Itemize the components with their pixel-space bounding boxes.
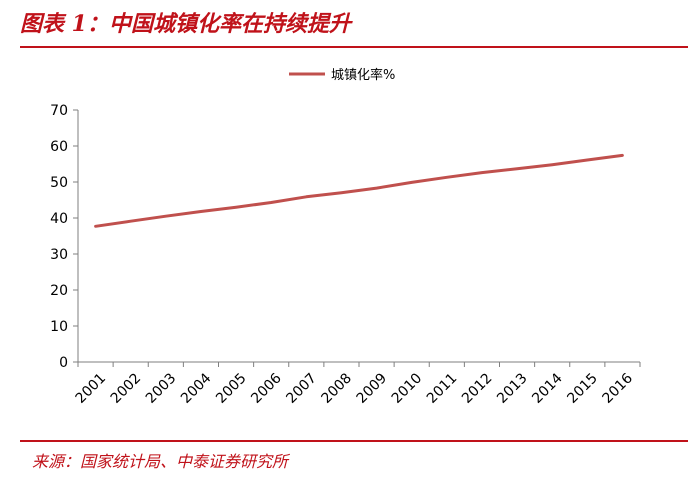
footer-divider xyxy=(20,440,688,442)
x-tick-label: 2007 xyxy=(283,370,320,407)
x-tick-label: 2008 xyxy=(319,370,356,407)
y-tick-label: 30 xyxy=(50,247,68,263)
x-tick-label: 2009 xyxy=(354,370,391,407)
x-tick-label: 2002 xyxy=(108,370,145,407)
title-divider xyxy=(20,46,688,48)
chart-legend: 城镇化率% xyxy=(289,67,395,83)
x-tick-label: 2004 xyxy=(178,370,215,407)
y-tick-label: 0 xyxy=(59,355,68,371)
x-axis-ticks: 2001200220032004200520062007200820092010… xyxy=(73,362,641,407)
x-tick-label: 2014 xyxy=(529,370,566,407)
x-tick-label: 2012 xyxy=(459,370,496,407)
figure-title: 图表 1：中国城镇化率在持续提升 xyxy=(20,11,351,37)
y-tick-label: 40 xyxy=(50,211,68,227)
y-tick-label: 20 xyxy=(50,283,68,299)
chart-axes xyxy=(77,110,640,363)
y-axis-ticks: 0 10 20 30 40 50 60 70 xyxy=(50,103,78,371)
x-tick-label: 2005 xyxy=(213,370,250,407)
x-tick-label: 2010 xyxy=(389,370,426,407)
y-tick-label: 10 xyxy=(50,319,68,335)
y-tick-label: 60 xyxy=(50,139,68,155)
x-tick-label: 2015 xyxy=(564,370,601,407)
series-line xyxy=(94,153,624,228)
legend-label: 城镇化率% xyxy=(331,67,395,83)
y-tick-label: 70 xyxy=(50,103,68,119)
x-tick-label: 2013 xyxy=(494,370,531,407)
x-tick-label: 2011 xyxy=(424,370,461,407)
x-tick-label: 2003 xyxy=(143,370,180,407)
x-tick-label: 2001 xyxy=(73,370,110,407)
chart-series xyxy=(94,153,624,228)
source-note: 来源：国家统计局、中泰证券研究所 xyxy=(32,452,289,471)
x-tick-label: 2006 xyxy=(248,370,285,407)
x-tick-label: 2016 xyxy=(600,370,637,407)
y-tick-label: 50 xyxy=(50,175,68,191)
